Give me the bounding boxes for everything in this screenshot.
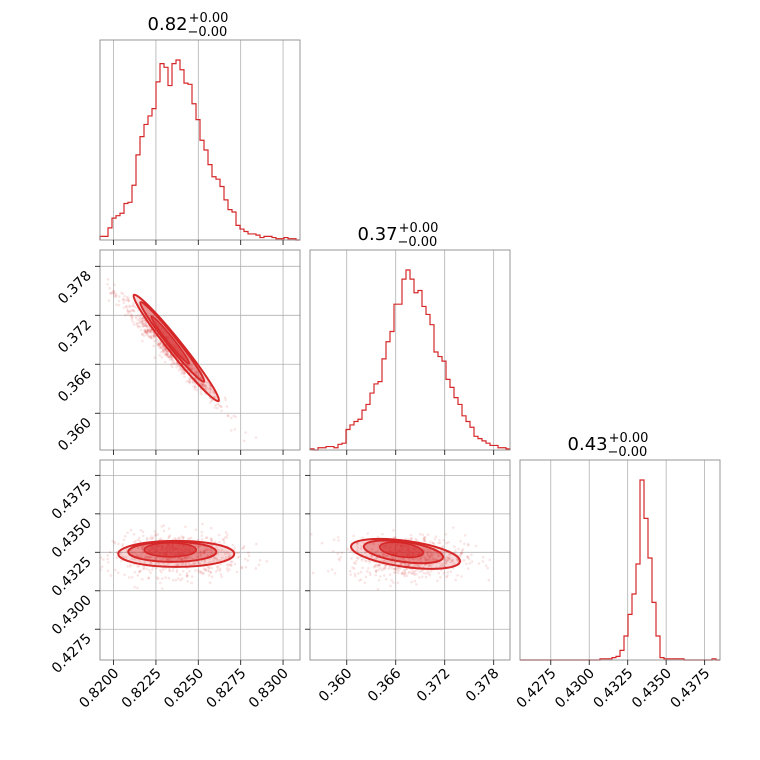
grid-lines: [100, 460, 300, 660]
density-contour: [378, 541, 425, 559]
grid-lines: [550, 460, 706, 660]
histogram-step: [309, 269, 511, 451]
grid-lines: [310, 460, 510, 660]
x-tick-label: 0.4325: [591, 666, 637, 712]
y-tick-label: 0.372: [55, 317, 95, 357]
histogram-param-2: [309, 249, 511, 451]
x-tick-label: 0.8200: [76, 666, 122, 712]
x-tick-label: 0.4350: [629, 666, 675, 712]
x-tick-label: 0.8300: [246, 666, 292, 712]
scatter-param-2-vs-3: [309, 459, 511, 661]
scatter-param-1-vs-2: [99, 249, 301, 451]
y-tick-label: 0.366: [55, 366, 95, 406]
grid-lines: [100, 250, 300, 450]
x-tick-label: 0.4375: [667, 666, 713, 712]
x-ticks-param-2: [346, 450, 495, 455]
histogram-step: [520, 479, 720, 661]
x-tick-label: 0.372: [414, 666, 454, 706]
sample-points: [310, 526, 491, 591]
x-tick-label: 0.8250: [161, 666, 207, 712]
sample-points: [100, 522, 269, 590]
grid-lines: [346, 250, 495, 450]
y-tick-label: 0.378: [55, 268, 95, 308]
grid-lines: [113, 40, 284, 240]
scatter-param-1-vs-3: [99, 459, 301, 661]
density-contour: [150, 315, 191, 365]
y-tick-label: 0.4350: [49, 515, 95, 561]
x-tick-label: 0.8275: [204, 666, 250, 712]
density-contour: [143, 542, 198, 558]
x-tick-label: 0.360: [316, 666, 356, 706]
x-ticks-param-1: [113, 240, 284, 245]
y-tick-label: 0.4275: [49, 631, 95, 677]
x-tick-label: 0.366: [365, 665, 405, 705]
histogram-step: [99, 59, 300, 241]
x-tick-label: 0.4300: [552, 666, 598, 712]
y-ticks-param-3: [305, 474, 310, 630]
x-tick-label: 0.8225: [119, 666, 165, 712]
param-1-title: 0.82+0.00 −0.00: [148, 11, 229, 40]
y-tick-label: 0.4325: [49, 554, 95, 600]
param-2-title: 0.37+0.00 −0.00: [358, 221, 439, 250]
x-ticks-param-1: [113, 450, 284, 455]
x-tick-label: 0.378: [463, 666, 503, 706]
histogram-param-1: [99, 39, 301, 241]
y-tick-label: 0.4300: [49, 592, 95, 638]
histogram-param-3: [519, 459, 721, 661]
x-tick-label: 0.4275: [514, 666, 560, 712]
y-ticks-param-2: 0.360 0.366 0.372 0.378: [55, 265, 100, 455]
param-3-title: 0.43+0.00 −0.00: [568, 431, 649, 460]
y-tick-label: 0.4375: [49, 477, 95, 523]
x-ticks-param-2: 0.360 0.366 0.372 0.378: [316, 660, 503, 705]
y-tick-label: 0.360: [55, 415, 95, 455]
sample-points: [106, 277, 258, 443]
